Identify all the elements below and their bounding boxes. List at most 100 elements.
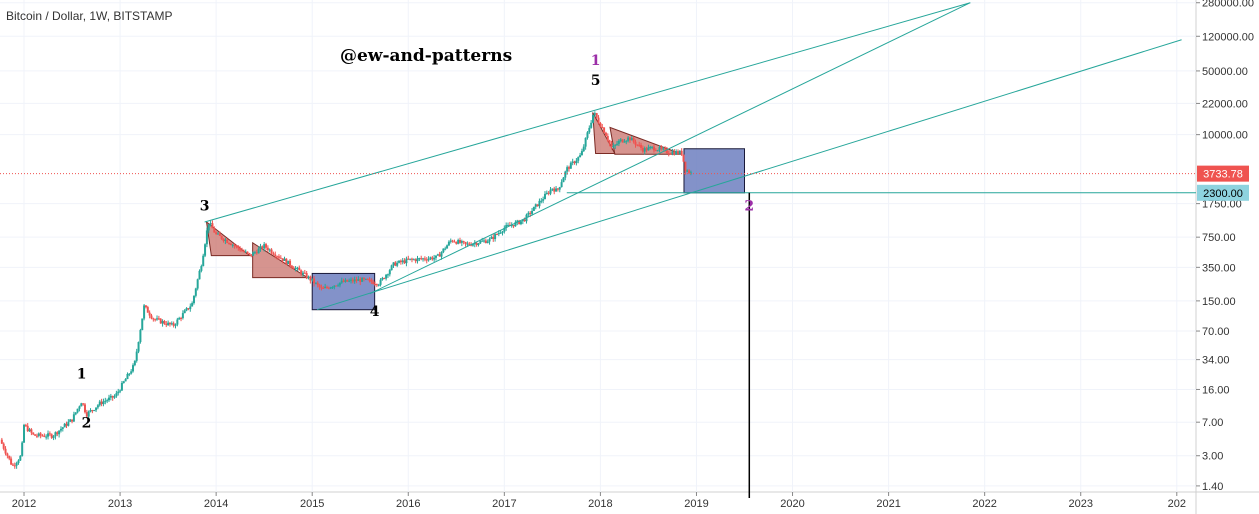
candle-body: [567, 167, 570, 169]
y-tick-label: 150.00: [1202, 296, 1236, 308]
x-tick-label: 2015: [300, 498, 324, 510]
candle-body: [303, 272, 306, 274]
candle-body: [154, 319, 157, 321]
candle-body: [682, 154, 685, 162]
candle-body: [484, 240, 487, 244]
candle-body: [47, 433, 50, 437]
candle-body: [292, 267, 295, 270]
candle-body: [488, 238, 491, 242]
candle-body: [652, 146, 655, 151]
triangle-pattern: [609, 126, 683, 155]
candle-body: [137, 342, 140, 352]
candle-body: [327, 287, 330, 289]
candle-body: [107, 397, 110, 401]
candle-body: [80, 403, 83, 407]
candle-body: [427, 258, 430, 261]
candle-body: [494, 234, 497, 240]
candle-body: [588, 127, 591, 133]
x-tick-label: 2017: [492, 498, 516, 510]
candle-body: [495, 234, 498, 236]
candle-body: [449, 240, 452, 242]
candle-body: [551, 188, 554, 190]
candle-body: [684, 161, 687, 172]
candle-body: [562, 177, 565, 183]
correction-box: [683, 148, 745, 194]
candle-body: [235, 245, 238, 247]
candle-body: [514, 222, 517, 227]
candle-body: [174, 324, 177, 326]
candle-body: [558, 187, 561, 190]
candle-body: [364, 278, 367, 280]
candle-body: [268, 249, 271, 251]
candle-body: [366, 278, 369, 280]
candle-body: [257, 248, 260, 254]
candle-body: [161, 321, 164, 324]
candle-body: [198, 270, 201, 280]
candle-body: [35, 435, 38, 437]
candle-body: [486, 241, 489, 244]
candle-body: [52, 436, 55, 438]
candle-body: [100, 401, 103, 405]
candle-body: [599, 122, 602, 127]
candle-body: [628, 137, 631, 141]
candle-body: [664, 148, 667, 150]
candle-body: [316, 282, 319, 285]
candle-body: [662, 148, 665, 150]
candle-body: [89, 410, 92, 412]
candle-body: [333, 285, 336, 288]
candle-body: [318, 284, 321, 288]
x-tick-label: 202: [1168, 498, 1186, 510]
candle-body: [429, 257, 432, 259]
candle-body: [399, 260, 402, 263]
candle-body: [361, 277, 364, 282]
candle-body: [224, 239, 227, 241]
candle-body: [314, 282, 317, 284]
candle-body: [468, 243, 471, 245]
candle-body: [532, 206, 535, 211]
candle-body: [569, 162, 572, 169]
candle-body: [636, 144, 639, 146]
y-tick-label: 3.00: [1202, 451, 1223, 463]
candle-body: [673, 151, 676, 155]
candle-body: [325, 286, 328, 288]
candle-body: [276, 256, 279, 258]
candle-body: [119, 390, 122, 392]
candle-body: [531, 210, 534, 214]
candle-body: [21, 442, 24, 456]
candle-body: [139, 330, 142, 343]
candle-body: [0, 439, 3, 444]
candle-body: [309, 276, 312, 281]
candle-body: [167, 322, 170, 326]
candle-body: [499, 232, 502, 234]
candle-body: [85, 412, 88, 417]
candle-body: [601, 126, 604, 128]
candle-body: [617, 140, 620, 144]
candle-body: [560, 182, 563, 188]
candle-body: [283, 258, 286, 261]
candle-body: [466, 243, 469, 245]
candle-body: [490, 236, 493, 239]
candle-body: [248, 253, 251, 255]
candle-body: [218, 233, 221, 236]
candle-body: [93, 410, 96, 412]
candle-body: [58, 430, 61, 435]
candle-body: [78, 406, 81, 409]
candle-body: [610, 143, 613, 148]
candle-body: [133, 360, 136, 366]
candle-body: [592, 114, 595, 123]
candle-body: [675, 151, 678, 155]
candle-body: [431, 257, 434, 260]
candle-body: [39, 433, 42, 436]
candle-body: [412, 259, 415, 261]
candle-body: [440, 252, 443, 257]
candle-body: [660, 147, 663, 149]
candle-body: [625, 140, 628, 142]
candle-body: [470, 244, 473, 246]
triangle-pattern: [205, 220, 252, 257]
candle-body: [65, 423, 68, 426]
candle-body: [575, 160, 578, 164]
candle-body: [320, 287, 323, 289]
x-tick-label: 2016: [396, 498, 420, 510]
candle-body: [446, 245, 449, 249]
